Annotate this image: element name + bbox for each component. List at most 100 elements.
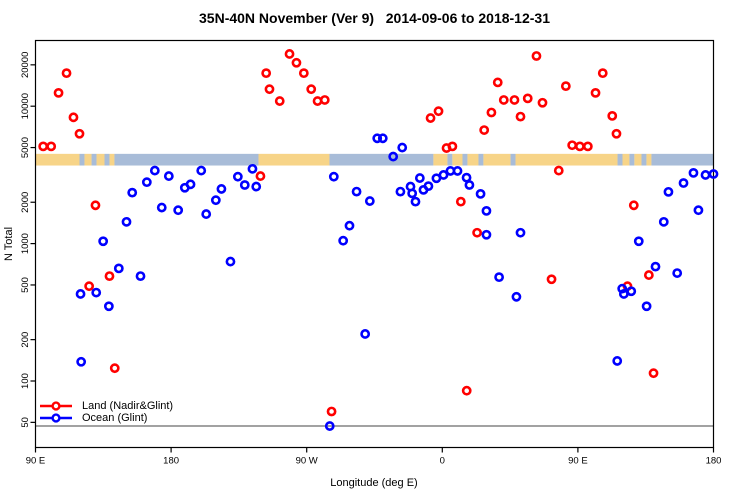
data-point-land: [479, 125, 490, 135]
data-point-land: [38, 141, 49, 152]
data-point-ocean: [239, 180, 250, 190]
data-point-land: [291, 57, 302, 68]
data-point-land: [461, 385, 472, 396]
map-band-segment-land: [452, 153, 463, 166]
data-point-ocean: [617, 283, 628, 294]
data-point-ocean: [344, 220, 355, 231]
data-point-ocean: [232, 171, 243, 182]
data-point-ocean: [113, 263, 124, 274]
legend-label-ocean: Ocean (Glint): [82, 412, 148, 424]
data-point-ocean: [210, 195, 221, 206]
map-band-segment-ocean: [617, 153, 623, 166]
data-point-ocean: [452, 166, 463, 176]
data-point-land: [61, 68, 72, 79]
map-band-segment-ocean: [91, 153, 97, 166]
map-band-segment-land: [483, 153, 511, 166]
data-point-land: [648, 368, 659, 379]
data-point-land: [74, 128, 85, 139]
data-point-ocean: [173, 205, 184, 216]
x-tick-label: 180: [163, 456, 179, 467]
data-point-ocean: [351, 186, 362, 197]
map-band-segment-land: [35, 153, 80, 166]
data-point-ocean: [633, 236, 644, 247]
data-point-ocean: [91, 287, 102, 298]
data-point-ocean: [201, 209, 212, 219]
data-point-ocean: [626, 286, 637, 297]
map-band-segment-ocean: [114, 153, 259, 166]
data-point-ocean: [179, 182, 190, 193]
data-point-ocean: [196, 165, 207, 176]
data-point-land: [68, 112, 79, 123]
data-point-land: [560, 81, 571, 92]
data-point-land: [472, 227, 483, 238]
map-band-segment-land: [433, 153, 448, 166]
map-band-segment-land: [109, 153, 115, 166]
data-point-land: [46, 141, 57, 152]
data-point-ocean: [360, 329, 371, 339]
data-point-land: [582, 141, 593, 152]
data-point-ocean: [515, 227, 526, 238]
map-band-segment-land: [622, 153, 630, 166]
data-point-ocean: [395, 186, 406, 197]
y-tick-label: 100: [20, 373, 31, 389]
data-point-land: [531, 51, 542, 61]
legend-item-land: Land (Nadir&Glint): [38, 400, 173, 412]
legend-label-land: Land (Nadir&Glint): [82, 400, 174, 412]
y-tick-label: 500: [20, 277, 31, 293]
map-band-segment-land: [634, 153, 642, 166]
x-tick-label: 0: [440, 456, 445, 467]
data-point-land: [255, 171, 266, 181]
data-point-ocean: [475, 188, 486, 199]
data-point-ocean: [397, 142, 408, 153]
data-point-land: [567, 140, 578, 151]
data-point-ocean: [708, 169, 719, 179]
map-band-segment-land: [646, 153, 652, 166]
map-band-segment-ocean: [462, 153, 468, 166]
data-point-land: [425, 113, 436, 123]
data-point-ocean: [225, 256, 236, 267]
map-band-segment-ocean: [641, 153, 647, 166]
data-point-ocean: [76, 356, 87, 367]
data-point-land: [492, 77, 503, 88]
x-tick-label: 90 E: [26, 456, 46, 467]
data-point-land: [84, 281, 95, 292]
data-point-land: [455, 196, 466, 207]
map-band-segment-ocean: [478, 153, 484, 166]
data-point-land: [643, 270, 654, 280]
chart-title: 35N-40N November (Ver 9) 2014-09-06 to 2…: [199, 10, 550, 26]
data-point-ocean: [410, 196, 421, 207]
data-point-ocean: [247, 163, 258, 174]
data-point-ocean: [141, 177, 152, 188]
data-point-land: [574, 141, 585, 152]
data-point-ocean: [251, 181, 262, 192]
data-point-ocean: [103, 301, 114, 312]
data-point-ocean: [98, 236, 109, 247]
map-band-segment-land: [515, 153, 618, 166]
x-tick-label: 180: [706, 456, 722, 467]
map-band-segment-ocean: [447, 153, 453, 166]
data-point-ocean: [163, 171, 174, 181]
data-point-ocean: [438, 170, 449, 180]
data-point-land: [447, 141, 458, 152]
data-point-ocean: [216, 184, 227, 194]
map-band-segment-ocean: [79, 153, 85, 166]
x-axis-label: Longitude (deg E): [330, 477, 417, 489]
data-point-land: [590, 87, 601, 98]
plot-border: [34, 39, 715, 449]
data-point-ocean: [75, 289, 86, 299]
data-point-land: [90, 200, 101, 211]
data-point-ocean: [612, 356, 623, 366]
y-tick-label: 200: [20, 332, 31, 348]
map-band-segment-land: [467, 153, 479, 166]
y-tick-label: 2000: [20, 192, 31, 213]
data-point-ocean: [364, 196, 375, 206]
data-point-ocean: [414, 173, 425, 183]
y-tick-label: 20000: [20, 52, 31, 78]
data-point-land: [607, 110, 618, 121]
data-point-ocean: [481, 205, 492, 216]
data-point-ocean: [156, 202, 167, 213]
data-point-ocean: [650, 261, 661, 272]
data-point-land: [306, 84, 317, 95]
map-band-segment-ocean: [104, 153, 110, 166]
legend: Land (Nadir&Glint) Ocean (Glint): [38, 400, 173, 424]
